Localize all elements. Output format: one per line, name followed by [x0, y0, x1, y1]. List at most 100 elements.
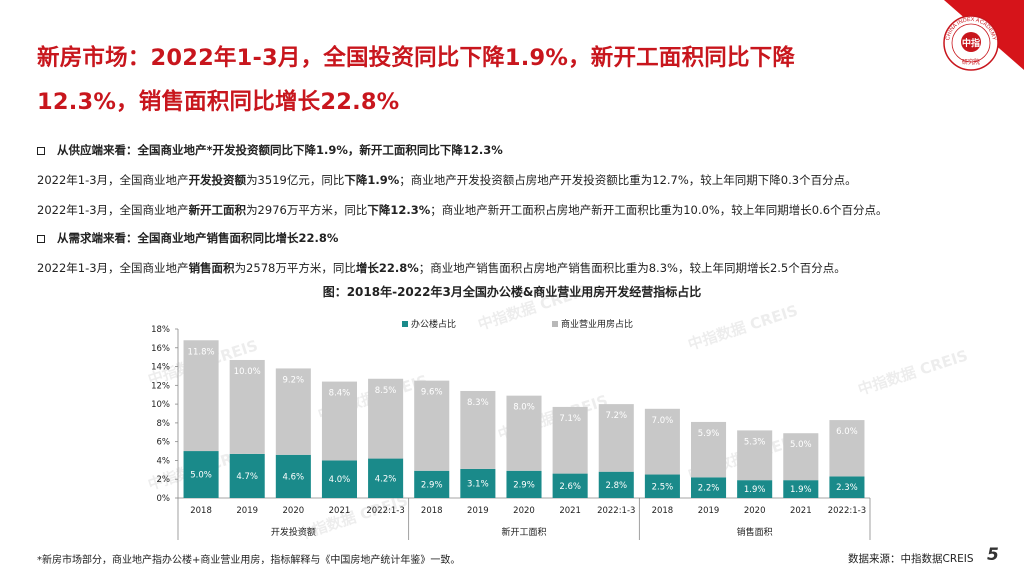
y-tick-label: 4%	[157, 456, 171, 466]
checkbox-bullet-icon	[37, 235, 45, 243]
data-label-office: 2.3%	[836, 483, 858, 493]
data-label-retail: 8.3%	[467, 398, 489, 408]
y-tick-label: 6%	[157, 438, 171, 448]
data-label-retail: 6.0%	[836, 427, 858, 437]
bar-office-share	[275, 454, 311, 498]
bar-retail-share	[414, 380, 450, 471]
bar-office-share	[644, 474, 680, 498]
data-label-office: 2.2%	[698, 484, 720, 494]
data-label-office: 4.7%	[236, 472, 258, 482]
bar-retail-share	[598, 404, 634, 472]
bar-retail-share	[183, 340, 219, 452]
svg-text:研究院: 研究院	[962, 58, 980, 66]
data-label-retail: 5.3%	[744, 437, 766, 447]
bar-retail-share	[229, 359, 265, 454]
x-tick-label: 2018	[652, 506, 674, 516]
x-tick-label: 2020	[283, 506, 305, 516]
bar-office-share	[229, 453, 265, 498]
data-label-office: 4.2%	[375, 474, 397, 484]
x-tick-label: 2022:1-3	[828, 506, 866, 516]
bar-retail-share	[737, 430, 773, 481]
x-tick-label: 2018	[421, 506, 443, 516]
bar-retail-share	[783, 433, 819, 481]
page-number: 5	[987, 545, 999, 565]
data-label-office: 4.0%	[329, 475, 351, 485]
bar-office-share	[183, 451, 219, 498]
x-tick-label: 2019	[698, 506, 720, 516]
legend-label-retail: 商业营业用房占比	[561, 318, 633, 330]
bar-office-share	[691, 477, 727, 498]
y-tick-label: 12%	[151, 381, 170, 391]
footnote: *新房市场部分，商业地产指办公楼+商业营业用房，指标解释与《中国房地产统计年鉴》…	[37, 555, 461, 566]
data-label-office: 2.9%	[421, 480, 443, 490]
data-label-retail: 11.8%	[188, 347, 215, 357]
group-label: 新开工面积	[501, 526, 546, 538]
bar-office-share	[506, 470, 542, 498]
supply-heading: 从供应端来看：全国商业地产*开发投资额同比下降1.9%，新开工面积同比下降12.…	[37, 142, 503, 158]
x-tick-label: 2018	[190, 506, 212, 516]
x-tick-label: 2020	[744, 506, 766, 516]
x-tick-label: 2019	[467, 506, 489, 516]
x-tick-label: 2021	[329, 506, 351, 516]
bar-retail-share	[644, 408, 680, 475]
data-label-office: 2.8%	[605, 481, 627, 491]
data-label-office: 2.6%	[559, 482, 581, 492]
bar-office-share	[321, 460, 357, 498]
chart-title: 图：2018年-2022年3月全国办公楼&商业营业用房开发经营指标占比	[322, 285, 702, 299]
x-tick-label: 2020	[513, 506, 535, 516]
legend-label-office: 办公楼占比	[411, 318, 456, 330]
bar-retail-share	[321, 381, 357, 461]
bar-office-share	[368, 458, 404, 498]
data-label-office: 1.9%	[744, 485, 766, 495]
y-tick-label: 14%	[151, 363, 170, 373]
legend-swatch-office	[402, 321, 408, 327]
data-label-retail: 7.1%	[559, 414, 581, 424]
bar-office-share	[552, 473, 588, 498]
legend-swatch-retail	[552, 321, 558, 327]
data-label-retail: 8.0%	[513, 403, 535, 413]
data-label-retail: 5.0%	[790, 440, 812, 450]
y-tick-label: 2%	[157, 475, 171, 485]
bar-retail-share	[460, 390, 496, 469]
data-label-retail: 10.0%	[234, 367, 261, 377]
bar-office-share	[829, 476, 865, 498]
data-label-office: 2.5%	[652, 482, 674, 492]
bar-retail-share	[275, 368, 311, 455]
y-tick-label: 0%	[157, 494, 171, 504]
x-tick-label: 2021	[790, 506, 812, 516]
x-tick-label: 2021	[559, 506, 581, 516]
data-label-office: 2.9%	[513, 480, 535, 490]
supply-paragraph-2: 2022年1-3月，全国商业地产新开工面积为2976万平方米，同比下降12.3%…	[37, 203, 888, 217]
data-label-retail: 8.5%	[375, 386, 397, 396]
watermark-text: 中指数据 CREIS	[686, 301, 800, 353]
bar-office-share	[414, 470, 450, 498]
bar-office-share	[783, 480, 819, 498]
bar-office-share	[598, 471, 634, 498]
group-label: 销售面积	[737, 526, 773, 538]
bar-retail-share	[368, 378, 404, 459]
data-label-office: 4.6%	[283, 472, 305, 482]
x-tick-label: 2022:1-3	[366, 506, 404, 516]
supply-paragraph-1: 2022年1-3月，全国商业地产开发投资额为3519亿元，同比下降1.9%；商业…	[37, 173, 857, 187]
y-tick-label: 10%	[151, 400, 170, 410]
bar-office-share	[737, 480, 773, 498]
demand-paragraph-1: 2022年1-3月，全国商业地产销售面积为2578万平方米，同比增长22.8%；…	[37, 261, 846, 275]
data-label-office: 5.0%	[190, 471, 212, 481]
title-line-2: 12.3%，销售面积同比增长22.8%	[37, 89, 400, 115]
data-label-retail: 5.9%	[698, 429, 720, 439]
group-label: 开发投资额	[271, 526, 316, 538]
y-tick-label: 18%	[151, 325, 170, 335]
checkbox-bullet-icon	[37, 147, 45, 155]
watermark-text: 中指数据 CREIS	[856, 346, 970, 398]
x-tick-label: 2022:1-3	[597, 506, 635, 516]
data-label-office: 1.9%	[790, 485, 812, 495]
data-label-retail: 7.2%	[605, 411, 627, 421]
bar-retail-share	[552, 406, 588, 474]
china-index-academy-logo: CHINA INDEX ACADEMY 中指 研究院	[943, 15, 999, 71]
data-label-retail: 7.0%	[652, 416, 674, 426]
data-label-retail: 8.4%	[329, 389, 351, 399]
data-source: 数据来源：中指数据CREIS	[848, 553, 974, 565]
x-tick-label: 2019	[236, 506, 258, 516]
bar-retail-share	[691, 421, 727, 478]
svg-text:中指: 中指	[962, 37, 980, 49]
